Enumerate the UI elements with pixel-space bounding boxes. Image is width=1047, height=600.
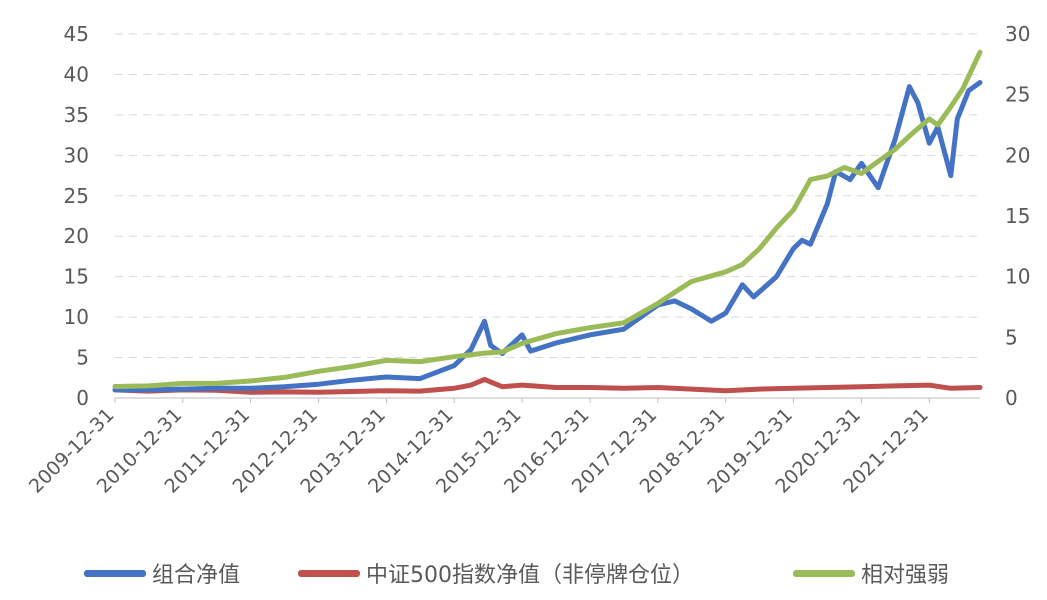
chart-canvas: 0 5 10 15 20 25 30 35 40 45 0 5 10 15 20 25 30 2009-12-… (25, 22, 1031, 498)
y-axis-left: 0 5 10 15 20 25 30 35 40 45 (64, 22, 89, 410)
y-left-tick-label: 25 (64, 184, 89, 208)
legend-swatch-relative-strength (793, 569, 855, 577)
legend: 组合净值 中证500指数净值（非停牌仓位） 相对强弱 (0, 555, 1047, 591)
y-left-tick-label: 0 (76, 386, 89, 410)
grid-lines (115, 33, 980, 399)
legend-swatch-csi500-nav (298, 569, 360, 577)
y-left-tick-label: 20 (64, 224, 89, 248)
legend-item-relative-strength: 相对强弱 (793, 555, 949, 591)
y-right-tick-label: 15 (1005, 204, 1030, 228)
y-left-tick-label: 40 (64, 62, 89, 86)
legend-label-csi500-nav: 中证500指数净值（非停牌仓位） (366, 563, 694, 588)
legend-item-csi500-nav: 中证500指数净值（非停牌仓位） (298, 555, 694, 591)
y-left-tick-label: 45 (64, 22, 89, 46)
plot-series (112, 49, 983, 395)
series-line-portfolio-nav (112, 80, 983, 393)
y-left-tick-label: 30 (64, 143, 89, 167)
legend-item-portfolio-nav: 组合净值 (84, 555, 240, 591)
legend-label-relative-strength: 相对强弱 (861, 563, 950, 588)
legend-swatch-portfolio-nav (84, 569, 146, 577)
y-left-tick-label: 10 (64, 305, 89, 329)
x-axis: 2009-12-312010-12-312011-12-312012-12-31… (25, 398, 933, 498)
series-line-csi500-nav (112, 376, 983, 395)
y-right-tick-label: 20 (1005, 143, 1030, 167)
y-left-tick-label: 35 (64, 103, 89, 127)
y-right-tick-label: 25 (1005, 83, 1030, 107)
y-axis-right: 0 5 10 15 20 25 30 (1005, 22, 1030, 410)
y-right-tick-label: 30 (1005, 22, 1030, 46)
y-right-tick-label: 0 (1005, 386, 1018, 410)
y-right-tick-label: 10 (1005, 265, 1030, 289)
y-right-tick-label: 5 (1005, 325, 1018, 349)
legend-label-portfolio-nav: 组合净值 (152, 563, 241, 588)
y-left-tick-label: 15 (64, 265, 89, 289)
series-line-relative-strength (112, 49, 983, 389)
y-left-tick-label: 5 (76, 346, 89, 370)
